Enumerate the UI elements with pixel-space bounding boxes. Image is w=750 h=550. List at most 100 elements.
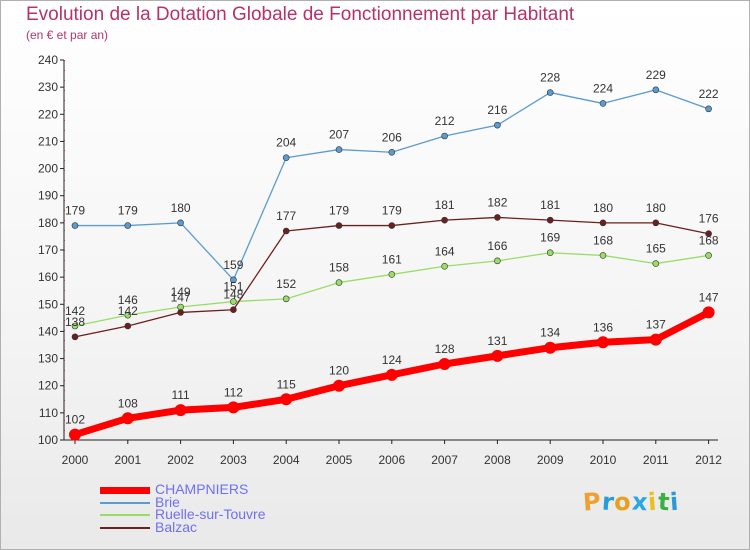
y-tick-label: 210: [38, 134, 58, 148]
y-tick-label: 200: [38, 162, 58, 176]
data-label: 204: [276, 136, 296, 150]
data-point: [230, 298, 237, 305]
x-tick-label: 2006: [378, 453, 405, 467]
data-label: 134: [540, 326, 560, 340]
x-tick-label: 2003: [220, 453, 247, 467]
data-label: 112: [224, 385, 243, 399]
data-point: [649, 333, 662, 346]
data-label: 179: [118, 204, 138, 218]
data-point: [546, 216, 554, 224]
legend-swatch: [100, 514, 150, 516]
data-label: 120: [329, 364, 349, 378]
data-label: 212: [435, 114, 455, 128]
y-tick-label: 170: [38, 243, 58, 257]
data-point: [71, 322, 79, 330]
data-point: [441, 216, 448, 224]
data-label: 179: [329, 204, 349, 218]
chart-series-lines: [69, 86, 715, 441]
y-tick-label: 110: [39, 406, 58, 420]
data-label: 177: [276, 209, 296, 223]
data-point: [177, 309, 184, 316]
data-point: [124, 222, 132, 229]
data-label: 168: [593, 233, 613, 247]
data-point: [494, 257, 501, 265]
x-tick-label: 2008: [484, 453, 511, 467]
y-tick-label: 160: [38, 270, 58, 284]
data-point: [491, 349, 504, 362]
data-label: 148: [223, 288, 243, 302]
y-tick-label: 120: [38, 379, 58, 393]
x-tick-label: 2005: [326, 453, 353, 467]
data-point: [544, 341, 557, 354]
data-point: [702, 306, 715, 319]
data-label: 159: [223, 258, 243, 272]
data-label: 182: [487, 195, 507, 209]
data-point: [546, 249, 554, 257]
y-tick-label: 130: [38, 352, 58, 366]
x-tick-label: 2000: [62, 453, 89, 467]
data-point: [282, 295, 290, 303]
x-tick-label: 2012: [695, 453, 722, 467]
data-point: [280, 393, 293, 406]
data-label: 179: [65, 204, 85, 218]
data-label: 180: [646, 201, 666, 215]
data-label: 165: [646, 242, 666, 256]
data-point: [652, 86, 660, 94]
data-label: 111: [171, 388, 190, 402]
data-label: 147: [171, 290, 191, 304]
data-point: [385, 368, 398, 381]
y-tick-label: 220: [38, 107, 58, 121]
data-label: 229: [646, 68, 666, 82]
data-point: [388, 148, 396, 156]
chart-axes: 100 110 120 130 140 150 160 170 180 190 200 210 220 2…: [38, 53, 722, 467]
data-point: [124, 322, 132, 330]
data-point: [388, 222, 396, 229]
data-label: 176: [699, 212, 719, 226]
data-label: 180: [593, 201, 613, 215]
data-point: [71, 333, 79, 341]
logo-letter: i: [669, 487, 681, 517]
data-point: [69, 428, 81, 441]
data-label: 181: [540, 198, 560, 212]
data-point: [230, 276, 237, 284]
data-label: 136: [593, 320, 613, 334]
chart-title: Evolution de la Dotation Globale de Fonc…: [26, 4, 575, 25]
data-label: 149: [171, 285, 191, 299]
data-point: [438, 358, 451, 370]
data-point: [705, 252, 712, 259]
data-label: 124: [382, 353, 402, 367]
data-label: 158: [329, 261, 349, 275]
data-point: [652, 260, 660, 267]
data-point: [121, 412, 134, 425]
data-label: 169: [540, 231, 560, 245]
data-label: 131: [487, 334, 507, 348]
data-label: 228: [540, 71, 560, 85]
data-point: [230, 306, 237, 314]
logo-letter: o: [613, 487, 633, 517]
legend-swatch: [100, 501, 150, 504]
data-point: [174, 404, 187, 417]
data-label: 180: [171, 201, 191, 215]
data-label: 179: [382, 204, 402, 218]
y-tick-label: 190: [38, 189, 58, 203]
data-point: [705, 105, 712, 113]
data-point: [494, 214, 501, 221]
data-label: 168: [699, 233, 719, 247]
data-point: [652, 219, 660, 227]
data-point: [441, 262, 448, 270]
data-label: 181: [435, 198, 455, 212]
data-point: [599, 219, 607, 227]
series-line-brie: [74, 89, 710, 281]
data-label: 164: [435, 244, 455, 258]
x-tick-label: 2010: [590, 453, 617, 467]
data-point: [546, 89, 554, 96]
data-label: 151: [223, 280, 243, 294]
data-label: 216: [487, 103, 507, 117]
data-label: 115: [277, 377, 296, 391]
data-label: 142: [118, 304, 138, 318]
data-label: 138: [65, 315, 85, 329]
data-label: 142: [65, 304, 85, 318]
data-point: [71, 222, 79, 229]
legend-swatch: [100, 526, 150, 529]
legend-label: Balzac: [155, 518, 198, 535]
